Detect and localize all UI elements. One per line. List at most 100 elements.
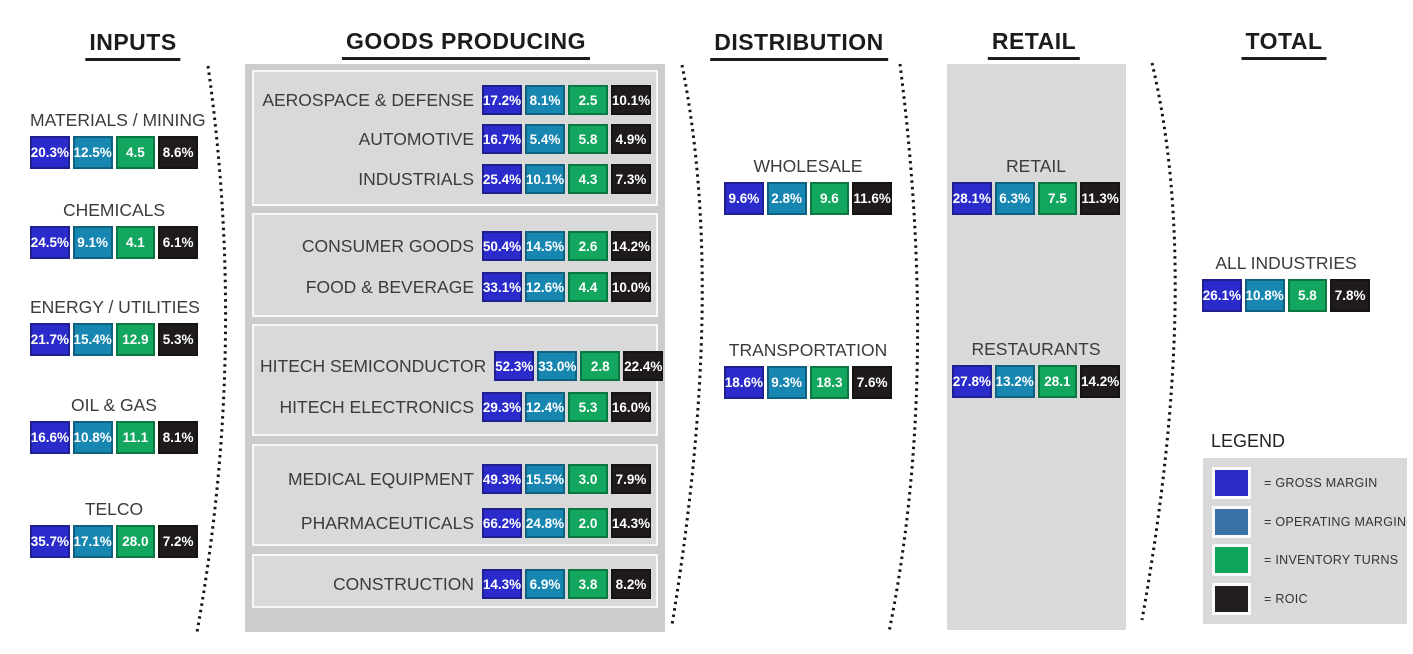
metric-box-operating_margin: 10.8%: [1244, 279, 1285, 312]
legend-swatch-roic: [1212, 582, 1251, 615]
metric-strip: 29.3% 12.4% 5.3 16.0%: [482, 392, 651, 422]
metric-strip: 33.1% 12.6% 4.4 10.0%: [482, 272, 651, 302]
industry-block-oil-gas: OIL & GAS 16.6% 10.8% 11.1 8.1%: [30, 393, 198, 454]
industry-label: MEDICAL EQUIPMENT: [287, 468, 474, 489]
metric-box-gross_margin: 66.2%: [482, 508, 522, 538]
goods-row-automotive: AUTOMOTIVE 16.7% 5.4% 5.8 4.9%: [260, 124, 651, 154]
metric-box-inventory_turns: 4.5: [115, 136, 156, 169]
metric-box-roic: 16.0%: [611, 392, 651, 422]
dotted-separator-goods-distribution: [670, 64, 704, 626]
legend-swatch-inventory_turns: [1212, 544, 1251, 577]
legend-item-gross_margin: = GROSS MARGIN: [1212, 467, 1407, 500]
metric-box-roic: 11.3%: [1080, 182, 1120, 215]
metric-box-inventory_turns: 2.8: [580, 351, 621, 381]
metric-box-inventory_turns: 7.5: [1037, 182, 1078, 215]
metric-box-inventory_turns: 4.1: [115, 226, 156, 259]
metric-box-operating_margin: 9.1%: [72, 226, 113, 259]
metric-box-inventory_turns: 9.6: [809, 182, 850, 215]
metric-strip: 14.3% 6.9% 3.8 8.2%: [482, 569, 651, 599]
industry-label: AEROSPACE & DEFENSE: [262, 89, 474, 110]
metric-strip: 25.4% 10.1% 4.3 7.3%: [482, 164, 651, 194]
industry-label: INDUSTRIALS: [358, 168, 474, 189]
industry-block-transportation: TRANSPORTATION 18.6% 9.3% 18.3 7.6%: [724, 338, 892, 399]
metric-box-roic: 22.4%: [623, 351, 664, 381]
metric-box-roic: 8.2%: [611, 569, 651, 599]
goods-group-panel-2: CONSUMER GOODS 50.4% 14.5% 2.6 14.2% FOOD & B…: [252, 213, 658, 317]
industry-label: FOOD & BEVERAGE: [305, 276, 474, 297]
metric-box-gross_margin: 27.8%: [952, 365, 992, 398]
industry-label: ALL INDUSTRIES: [1215, 253, 1357, 273]
metric-box-inventory_turns: 2.0: [568, 508, 608, 538]
metric-box-roic: 7.9%: [611, 464, 651, 494]
metric-box-roic: 7.2%: [158, 525, 198, 558]
industry-label: TELCO: [84, 499, 144, 519]
metric-box-inventory_turns: 3.0: [568, 464, 608, 494]
metric-box-operating_margin: 12.6%: [525, 272, 565, 302]
metric-strip: 16.7% 5.4% 5.8 4.9%: [482, 124, 651, 154]
metric-box-gross_margin: 21.7%: [30, 323, 70, 356]
metric-strip: 9.6% 2.8% 9.6 11.6%: [724, 182, 892, 215]
metric-box-operating_margin: 6.9%: [525, 569, 565, 599]
metric-box-gross_margin: 35.7%: [30, 525, 70, 558]
metric-box-inventory_turns: 28.1: [1037, 365, 1078, 398]
metric-box-gross_margin: 29.3%: [482, 392, 522, 422]
goods-row-industrials: INDUSTRIALS 25.4% 10.1% 4.3 7.3%: [260, 164, 651, 194]
dotted-separator-inputs-goods: [195, 65, 228, 633]
industry-label: CONSTRUCTION: [333, 573, 474, 594]
column-header-retail: RETAIL: [987, 28, 1081, 60]
metric-box-roic: 5.3%: [158, 323, 198, 356]
industry-block-telco: TELCO 35.7% 17.1% 28.0 7.2%: [30, 497, 198, 558]
metric-strip: 26.1% 10.8% 5.8 7.8%: [1202, 279, 1370, 312]
metric-box-roic: 14.2%: [611, 231, 651, 261]
metric-box-operating_margin: 15.4%: [72, 323, 113, 356]
industry-block-energy-utilities: ENERGY / UTILITIES 21.7% 15.4% 12.9 5.3%: [30, 295, 200, 356]
metric-box-roic: 6.1%: [158, 226, 198, 259]
legend-swatch-operating_margin: [1212, 505, 1251, 538]
goods-row-medical-equipment: MEDICAL EQUIPMENT 49.3% 15.5% 3.0 7.9%: [260, 464, 651, 494]
metric-box-roic: 14.2%: [1080, 365, 1120, 398]
metric-box-inventory_turns: 2.6: [568, 231, 608, 261]
industry-block-all-industries: ALL INDUSTRIES 26.1% 10.8% 5.8 7.8%: [1202, 251, 1370, 312]
goods-row-food-beverage: FOOD & BEVERAGE 33.1% 12.6% 4.4 10.0%: [260, 272, 651, 302]
metric-box-operating_margin: 12.5%: [72, 136, 113, 169]
metric-box-inventory_turns: 11.1: [115, 421, 156, 454]
metric-strip: 28.1% 6.3% 7.5 11.3%: [952, 182, 1120, 215]
industry-block-materials-mining: MATERIALS / MINING 20.3% 12.5% 4.5 8.6%: [30, 108, 206, 169]
legend-label: = OPERATING MARGIN: [1264, 514, 1407, 529]
metric-box-operating_margin: 6.3%: [994, 182, 1035, 215]
metric-strip: 18.6% 9.3% 18.3 7.6%: [724, 366, 892, 399]
metric-strip: 35.7% 17.1% 28.0 7.2%: [30, 525, 198, 558]
legend-item-inventory_turns: = INVENTORY TURNS: [1212, 544, 1407, 577]
legend-label: = INVENTORY TURNS: [1264, 553, 1399, 568]
industry-label: RETAIL: [1006, 156, 1066, 176]
metric-box-gross_margin: 50.4%: [482, 231, 522, 261]
metric-box-inventory_turns: 5.8: [568, 124, 608, 154]
metric-box-gross_margin: 20.3%: [30, 136, 70, 169]
metric-box-inventory_turns: 2.5: [568, 85, 608, 115]
metric-box-operating_margin: 17.1%: [72, 525, 113, 558]
metric-box-operating_margin: 14.5%: [525, 231, 565, 261]
metric-box-gross_margin: 33.1%: [482, 272, 522, 302]
legend-panel: = GROSS MARGIN = OPERATING MARGIN = INVENT…: [1203, 458, 1407, 624]
metric-box-gross_margin: 52.3%: [494, 351, 535, 381]
column-header-inputs: INPUTS: [85, 29, 181, 61]
industry-label: HITECH ELECTRONICS: [279, 396, 474, 417]
metric-box-gross_margin: 16.6%: [30, 421, 70, 454]
metric-box-roic: 14.3%: [611, 508, 651, 538]
legend-item-operating_margin: = OPERATING MARGIN: [1212, 505, 1407, 538]
metric-box-operating_margin: 8.1%: [525, 85, 565, 115]
metric-box-inventory_turns: 5.3: [568, 392, 608, 422]
metric-box-operating_margin: 24.8%: [525, 508, 565, 538]
metric-strip: 52.3% 33.0% 2.8 22.4%: [494, 351, 664, 381]
metric-box-inventory_turns: 3.8: [568, 569, 608, 599]
metric-box-gross_margin: 25.4%: [482, 164, 522, 194]
metric-box-operating_margin: 15.5%: [525, 464, 565, 494]
metric-box-gross_margin: 49.3%: [482, 464, 522, 494]
metric-box-gross_margin: 14.3%: [482, 569, 522, 599]
metric-strip: 50.4% 14.5% 2.6 14.2%: [482, 231, 651, 261]
industry-block-chemicals: CHEMICALS 24.5% 9.1% 4.1 6.1%: [30, 198, 198, 259]
metric-box-roic: 8.6%: [158, 136, 198, 169]
goods-group-panel-1: AEROSPACE & DEFENSE 17.2% 8.1% 2.5 10.1% AUTO…: [252, 70, 658, 206]
metric-box-gross_margin: 28.1%: [952, 182, 992, 215]
